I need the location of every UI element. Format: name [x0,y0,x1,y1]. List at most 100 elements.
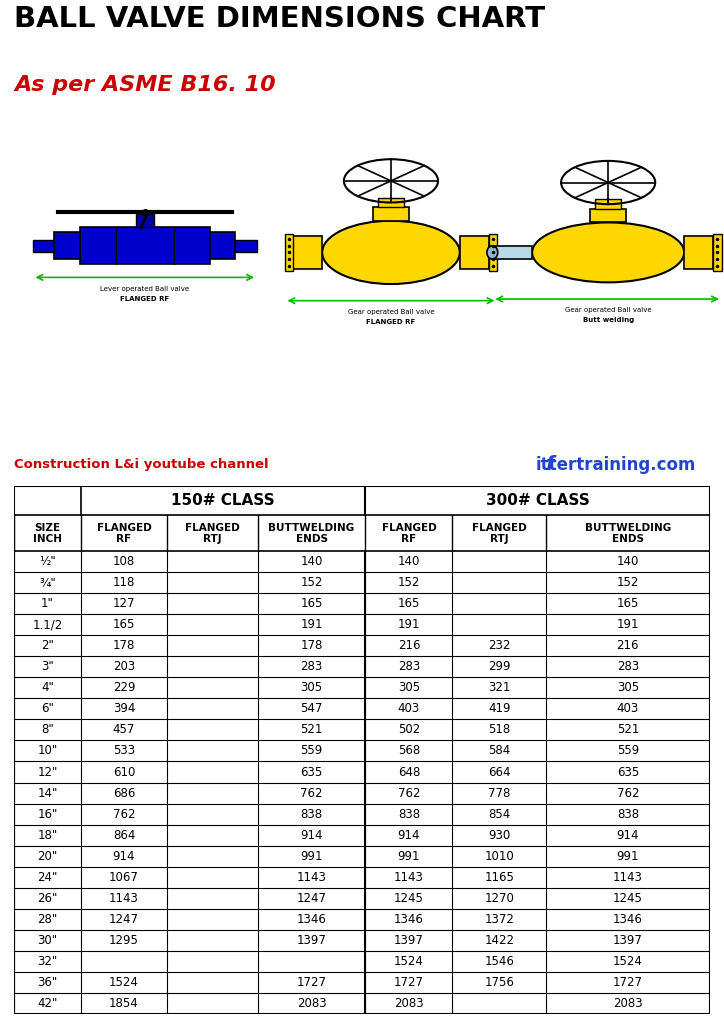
Text: 838: 838 [300,808,323,820]
Text: 152: 152 [397,577,420,589]
Text: 42": 42" [38,996,58,1010]
Text: 635: 635 [617,766,639,778]
Text: 1143: 1143 [297,870,327,884]
Text: 1.1/2: 1.1/2 [33,618,62,632]
Text: 762: 762 [113,808,135,820]
Text: 664: 664 [488,766,510,778]
Text: 305: 305 [300,681,323,694]
Text: 1143: 1143 [613,870,643,884]
Bar [595,199,621,209]
Text: 547: 547 [300,702,323,716]
Text: 1143: 1143 [109,892,139,904]
Text: 165: 165 [617,597,639,610]
Bar [684,236,713,269]
Text: 140: 140 [397,555,420,568]
Text: 232: 232 [488,639,510,652]
Text: 914: 914 [617,828,639,842]
Text: 300# CLASS: 300# CLASS [486,494,589,508]
Text: 778: 778 [488,786,510,800]
Text: 28": 28" [38,912,58,926]
Text: 1372: 1372 [484,912,514,926]
Bar [54,232,80,259]
Text: 914: 914 [397,828,420,842]
Bar [492,246,532,259]
Text: 1247: 1247 [297,892,327,904]
Text: 419: 419 [488,702,510,716]
Text: 18": 18" [38,828,58,842]
Text: 635: 635 [300,766,323,778]
Text: 191: 191 [397,618,420,632]
Text: 610: 610 [113,766,135,778]
Bar [210,232,235,259]
Text: 216: 216 [617,639,639,652]
Text: 165: 165 [397,597,420,610]
Text: 559: 559 [617,744,639,758]
Text: 140: 140 [300,555,323,568]
Text: As per ASME B16. 10: As per ASME B16. 10 [14,75,276,95]
Text: 1727: 1727 [613,976,643,989]
Text: 216: 216 [397,639,420,652]
Text: 838: 838 [617,808,639,820]
Text: 2083: 2083 [613,996,643,1010]
Text: 559: 559 [300,744,323,758]
Text: 8": 8" [41,724,54,736]
Text: 165: 165 [300,597,323,610]
Text: 178: 178 [300,639,323,652]
Text: 283: 283 [397,660,420,674]
Text: 991: 991 [397,850,420,862]
Text: 118: 118 [113,577,135,589]
Text: 150# CLASS: 150# CLASS [171,494,275,508]
Text: 1143: 1143 [394,870,424,884]
Bar [378,198,404,208]
Text: Construction L&i youtube channel: Construction L&i youtube channel [14,459,269,471]
Text: BUTTWELDING
ENDS: BUTTWELDING ENDS [585,522,671,544]
Text: 930: 930 [488,828,510,842]
Text: Lever operated Ball valve: Lever operated Ball valve [100,286,190,292]
Text: 305: 305 [617,681,639,694]
Text: 1397: 1397 [613,934,643,946]
Text: 1346: 1346 [297,912,327,926]
Text: 991: 991 [300,850,323,862]
Text: 299: 299 [488,660,510,674]
Bar [136,214,153,227]
Text: 457: 457 [113,724,135,736]
Text: 518: 518 [488,724,510,736]
Bar [293,236,322,269]
Bar [235,240,257,252]
Text: 1727: 1727 [297,976,327,989]
Text: BUTTWELDING
ENDS: BUTTWELDING ENDS [269,522,355,544]
Text: 686: 686 [113,786,135,800]
Text: 1346: 1346 [394,912,424,926]
Text: 321: 321 [488,681,510,694]
Text: 1247: 1247 [109,912,139,926]
Text: 191: 191 [300,618,323,632]
Bar [33,240,54,252]
Text: 4": 4" [41,681,54,694]
Text: 838: 838 [398,808,420,820]
Text: 108: 108 [113,555,135,568]
Bar [489,234,497,270]
Text: 991: 991 [617,850,639,862]
Bar [713,234,722,270]
Text: 152: 152 [617,577,639,589]
Text: 403: 403 [397,702,420,716]
Text: 1524: 1524 [613,954,643,968]
Bar [460,236,489,269]
Text: 762: 762 [397,786,420,800]
Text: 1245: 1245 [613,892,643,904]
Circle shape [322,221,460,284]
Text: 502: 502 [397,724,420,736]
Text: FLANGED
RF: FLANGED RF [96,522,151,544]
Text: 1397: 1397 [394,934,424,946]
Text: 127: 127 [113,597,135,610]
Text: FLANGED
RF: FLANGED RF [382,522,437,544]
Text: 283: 283 [300,660,323,674]
Ellipse shape [487,246,498,259]
Text: 26": 26" [38,892,58,904]
Text: 1756: 1756 [484,976,514,989]
Text: ittertraining.com: ittertraining.com [535,456,696,474]
Text: 1524: 1524 [394,954,424,968]
Text: 1270: 1270 [484,892,514,904]
Bar [285,234,293,270]
Text: 283: 283 [617,660,639,674]
